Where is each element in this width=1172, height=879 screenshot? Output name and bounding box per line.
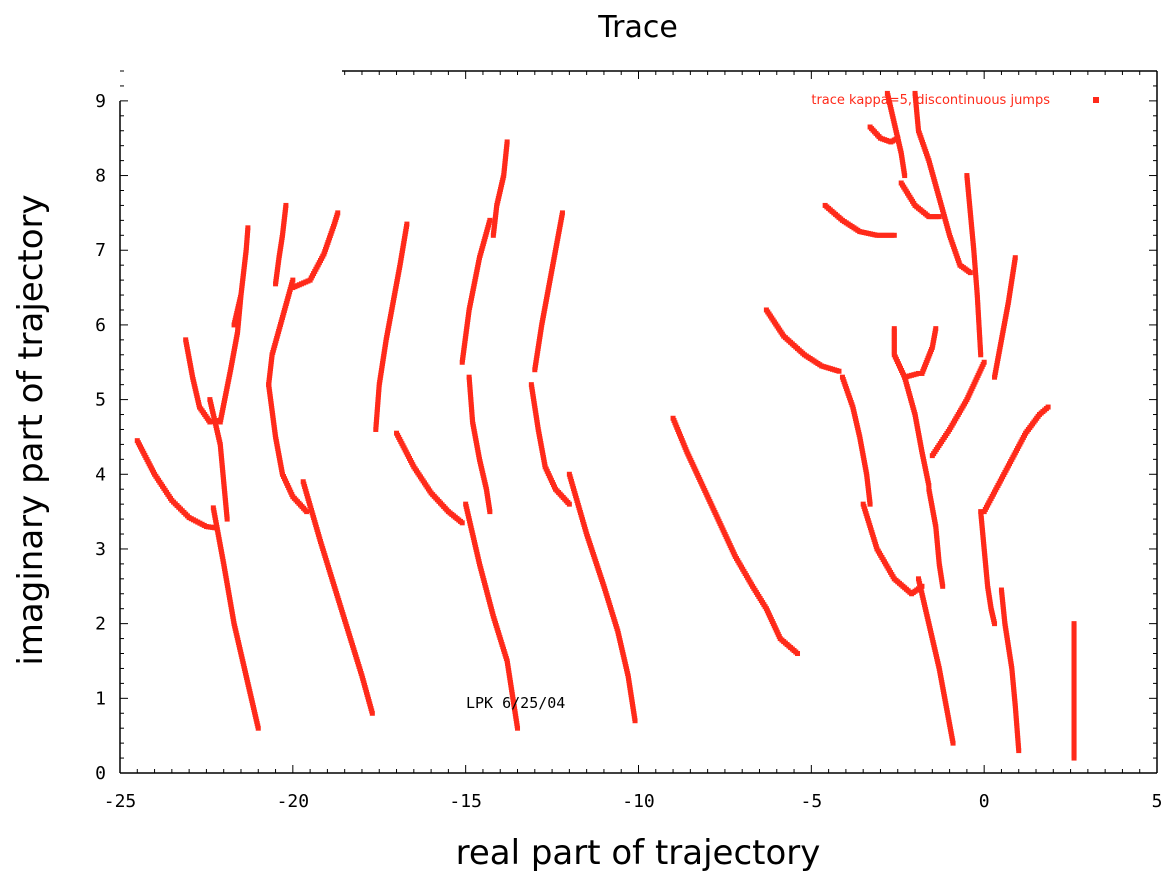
data-point bbox=[936, 214, 942, 220]
legend-label: trace kappa=5, discontinuous jumps bbox=[811, 93, 1050, 108]
data-point bbox=[515, 725, 521, 731]
x-axis: -25 -20 -15 -10 -5 0 5 bbox=[104, 791, 1163, 812]
data-point bbox=[967, 270, 973, 276]
data-point bbox=[950, 740, 956, 746]
chart-title: Trace bbox=[597, 10, 678, 45]
data-point bbox=[915, 370, 921, 376]
x-tick-label: 0 bbox=[979, 791, 990, 812]
data-point bbox=[940, 583, 946, 589]
y-tick-label: 5 bbox=[95, 390, 106, 411]
data-point bbox=[490, 232, 496, 238]
y-tick-label: 0 bbox=[95, 763, 106, 784]
legend: trace kappa=5, discontinuous jumps bbox=[811, 93, 1099, 108]
data-point bbox=[369, 710, 375, 716]
y-tick-label: 9 bbox=[95, 91, 106, 112]
x-tick-label: -25 bbox=[104, 791, 137, 812]
chart-annotation: LPK 6/25/04 bbox=[466, 694, 565, 712]
data-point bbox=[1045, 404, 1051, 410]
data-point bbox=[273, 281, 279, 287]
data-point bbox=[902, 173, 908, 179]
y-tick-label: 6 bbox=[95, 315, 106, 336]
data-point bbox=[373, 426, 379, 432]
y-tick-label: 1 bbox=[95, 688, 106, 709]
data-point bbox=[867, 501, 873, 507]
data-point bbox=[487, 217, 493, 223]
plot-frame bbox=[119, 70, 1158, 774]
data-point bbox=[255, 725, 261, 731]
data-point bbox=[566, 501, 572, 507]
y-axis: 0 1 2 3 4 5 6 7 8 9 bbox=[95, 91, 106, 784]
data-point bbox=[891, 232, 897, 238]
data-point bbox=[981, 359, 987, 365]
data-point bbox=[245, 225, 251, 231]
data-point bbox=[978, 352, 984, 358]
y-tick-label: 2 bbox=[95, 614, 106, 635]
data-point bbox=[1071, 755, 1077, 761]
legend-marker bbox=[1093, 97, 1099, 103]
x-tick-label: -10 bbox=[622, 791, 655, 812]
data-point bbox=[632, 718, 638, 724]
data-point bbox=[304, 509, 310, 515]
data-point bbox=[926, 482, 932, 488]
data-point bbox=[224, 516, 230, 522]
y-tick-label: 8 bbox=[95, 166, 106, 187]
x-axis-label: real part of trajectory bbox=[456, 833, 821, 873]
y-axis-label: imaginary part of trajectory bbox=[11, 194, 51, 665]
data-point bbox=[1016, 748, 1022, 754]
data-point bbox=[1012, 255, 1018, 261]
x-tick-label: -20 bbox=[277, 791, 310, 812]
data-point bbox=[933, 326, 939, 332]
data-point bbox=[335, 210, 341, 216]
x-tick-label: 5 bbox=[1152, 791, 1163, 812]
x-tick-label: -5 bbox=[800, 791, 822, 812]
data-point bbox=[459, 520, 465, 526]
y-tick-label: 4 bbox=[95, 464, 106, 485]
y-tick-label: 7 bbox=[95, 240, 106, 261]
data-point bbox=[795, 651, 801, 657]
x-tick-label: -15 bbox=[449, 791, 482, 812]
y-tick-label: 3 bbox=[95, 539, 106, 560]
data-point bbox=[487, 509, 493, 515]
series-trace bbox=[134, 90, 1077, 761]
data-point bbox=[992, 621, 998, 627]
data-point bbox=[836, 368, 842, 374]
data-point bbox=[532, 367, 538, 373]
